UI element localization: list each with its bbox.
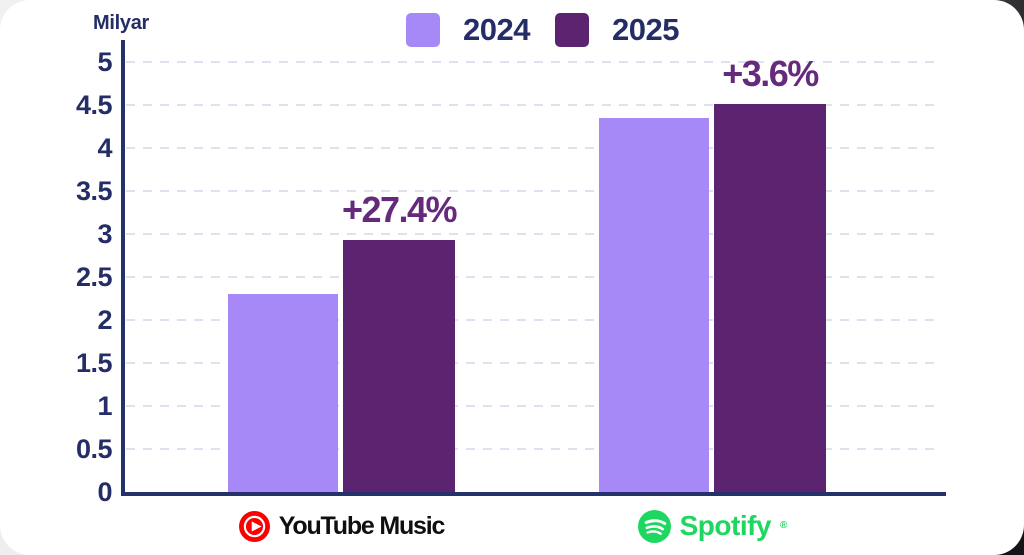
y-tick-3: 3 xyxy=(97,219,112,249)
gridline-5 xyxy=(126,61,942,63)
y-axis-title: Milyar xyxy=(93,12,150,34)
bar-group-youtube-music: +27.4% xyxy=(228,62,458,492)
spotify-label: Spotify xyxy=(679,510,772,541)
youtube-music-label: YouTube Music xyxy=(278,511,446,540)
y-tick-0: 0 xyxy=(97,477,112,507)
y-tick-1.5: 1.5 xyxy=(75,348,113,378)
gridline-1.5 xyxy=(126,362,942,364)
gridline-3 xyxy=(126,233,942,235)
category-label-youtube-music: YouTube Music xyxy=(228,506,455,546)
bar-spotify-2025: +3.6% xyxy=(714,53,826,492)
legend-swatch-2025 xyxy=(554,13,589,47)
bar-youtube-music-2025: +27.4% xyxy=(342,189,458,492)
gridline-4 xyxy=(126,147,942,149)
gridline-2 xyxy=(126,319,942,321)
y-tick-4.5: 4.5 xyxy=(75,90,113,120)
y-tick-2.5: 2.5 xyxy=(75,262,113,292)
y-axis-line xyxy=(121,40,125,496)
y-axis-tick-labels: 0 0.5 1 1.5 2 2.5 3 3.5 4 4.5 5 xyxy=(0,47,113,507)
y-tick-4: 4 xyxy=(97,133,112,163)
bar-group-spotify: +3.6% xyxy=(599,53,826,492)
gridline-3.5 xyxy=(126,190,942,192)
gridline-4.5 xyxy=(126,104,942,106)
growth-annotation-spotify: +3.6% xyxy=(722,53,819,95)
bar-spotify-2024 xyxy=(599,117,709,492)
y-tick-5: 5 xyxy=(97,47,112,77)
legend-item-2025: 2025 xyxy=(554,12,679,48)
legend-label-2024: 2024 xyxy=(463,12,530,47)
plot-area: +27.4% +3.6% xyxy=(124,53,944,492)
growth-annotation-youtube-music: +27.4% xyxy=(341,189,458,231)
legend-swatch-2024 xyxy=(406,13,440,47)
legend-label-2025: 2025 xyxy=(611,12,679,47)
category-label-spotify: Spotify ® xyxy=(599,506,826,546)
youtube-music-icon xyxy=(238,510,270,542)
gridline-0.5 xyxy=(126,448,942,450)
y-tick-1: 1 xyxy=(97,391,112,421)
bar-youtube-music-2024 xyxy=(228,294,338,492)
y-tick-3.5: 3.5 xyxy=(75,176,113,206)
y-tick-0.5: 0.5 xyxy=(75,434,113,464)
gridline-2.5 xyxy=(126,276,942,278)
chart-legend: 2024 2025 xyxy=(406,12,679,48)
y-tick-2: 2 xyxy=(97,305,112,335)
legend-item-2024: 2024 xyxy=(406,12,530,48)
x-axis-line xyxy=(121,492,946,496)
gridline-1 xyxy=(126,405,942,407)
spotify-icon xyxy=(637,509,671,543)
